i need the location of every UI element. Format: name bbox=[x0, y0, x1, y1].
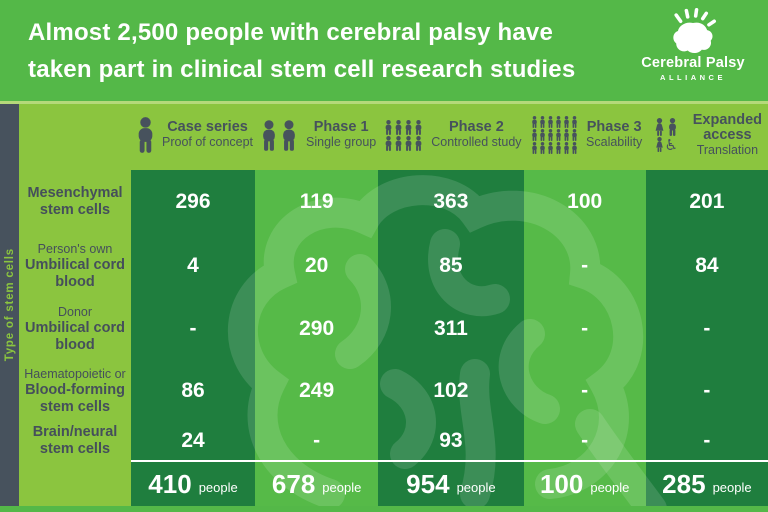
value-cell: - bbox=[523, 298, 646, 360]
column-subtitle: Proof of concept bbox=[162, 135, 254, 149]
totals-row-spacer bbox=[19, 460, 131, 506]
value-cell: - bbox=[255, 422, 379, 460]
value-cell: 24 bbox=[131, 422, 256, 460]
row-label-own-umbilical: Person's own Umbilical cord blood bbox=[25, 241, 125, 290]
logo-subname: ALLIANCE bbox=[660, 73, 726, 82]
column-title: Expanded access bbox=[692, 111, 763, 143]
value-cell: - bbox=[523, 422, 646, 460]
value-cell: 85 bbox=[378, 234, 524, 298]
row-axis-strip: Type of stem cells bbox=[0, 104, 19, 506]
column-title: Phase 2 bbox=[448, 119, 504, 135]
cerebral-palsy-alliance-logo: Cerebral Palsy ALLIANCE bbox=[632, 8, 754, 82]
one-person-icon bbox=[133, 117, 157, 153]
column-header-phase-3: Phase 3 Scalability bbox=[524, 104, 646, 170]
column-subtitle: Controlled study bbox=[431, 135, 522, 149]
value-cell: 4 bbox=[131, 234, 256, 298]
column-subtitle: Translation bbox=[696, 142, 759, 157]
value-cell: - bbox=[131, 298, 256, 360]
column-subtitle: Single group bbox=[306, 135, 377, 149]
child-icon bbox=[655, 137, 663, 152]
value-cell: - bbox=[645, 422, 768, 460]
value-cell: 201 bbox=[645, 170, 768, 234]
man-icon bbox=[668, 118, 676, 136]
people-grid-8-icon bbox=[380, 119, 426, 151]
column-title: Phase 3 bbox=[586, 119, 642, 135]
row-label-donor-umbilical: Donor Umbilical cord blood bbox=[25, 304, 125, 353]
column-title: Case series bbox=[167, 119, 248, 135]
column-header-case-series: Case series Proof of concept bbox=[131, 104, 255, 170]
value-cell: - bbox=[523, 360, 646, 422]
value-cell: 84 bbox=[645, 234, 768, 298]
diverse-people-icon: ♿ bbox=[648, 118, 684, 153]
value-cell: 20 bbox=[255, 234, 379, 298]
column-header-expanded-access: ♿ Expanded access Translation bbox=[646, 104, 768, 170]
table-area: Type of stem cells Case series Proof of … bbox=[0, 104, 768, 512]
header-divider bbox=[0, 101, 768, 104]
logo-name: Cerebral Palsy bbox=[641, 55, 745, 71]
title-line-1: Almost 2,500 people with cerebral palsy … bbox=[28, 18, 554, 46]
data-table: Case series Proof of concept Phase 1 Sin… bbox=[19, 104, 768, 506]
value-cell: 102 bbox=[378, 360, 524, 422]
wheelchair-icon: ♿ bbox=[664, 135, 678, 154]
total-cell: 410 people bbox=[131, 460, 256, 506]
total-cell: 100 people bbox=[523, 460, 646, 506]
total-cell: 678 people bbox=[255, 460, 379, 506]
title-line-2: taken part in clinical stem cell researc… bbox=[28, 55, 576, 83]
value-cell: - bbox=[645, 298, 768, 360]
total-cell: 285 people bbox=[645, 460, 768, 506]
header: Almost 2,500 people with cerebral palsy … bbox=[0, 0, 768, 101]
column-title: Phase 1 bbox=[313, 119, 369, 135]
page-title: Almost 2,500 people with cerebral palsy … bbox=[0, 14, 620, 88]
corner-cell bbox=[19, 104, 131, 170]
value-cell: 311 bbox=[378, 298, 524, 360]
value-cell: 290 bbox=[255, 298, 379, 360]
row-label-blood-forming: Haematopoietic or Blood-forming stem cel… bbox=[24, 366, 126, 415]
value-cell: 100 bbox=[523, 170, 646, 234]
value-cell: 249 bbox=[255, 360, 379, 422]
value-cell: 119 bbox=[255, 170, 379, 234]
people-grid-18-icon bbox=[527, 116, 581, 155]
row-label-mesenchymal: Mesenchymal stem cells bbox=[27, 185, 123, 218]
row-label-brain-neural: Brain/neural stem cells bbox=[32, 424, 118, 457]
value-cell: 86 bbox=[131, 360, 256, 422]
value-cell: - bbox=[523, 234, 646, 298]
value-cell: 363 bbox=[378, 170, 524, 234]
row-axis-label: Type of stem cells bbox=[3, 248, 16, 362]
total-cell: 954 people bbox=[378, 460, 524, 506]
value-cell: - bbox=[645, 360, 768, 422]
two-people-icon bbox=[257, 119, 301, 151]
woman-icon bbox=[655, 118, 664, 136]
column-header-phase-2: Phase 2 Controlled study bbox=[378, 104, 523, 170]
value-cell: 296 bbox=[131, 170, 256, 234]
column-subtitle: Scalability bbox=[586, 135, 643, 149]
handprint-australia-icon bbox=[673, 8, 716, 54]
footer-band bbox=[0, 506, 768, 512]
column-header-phase-1: Phase 1 Single group bbox=[255, 104, 378, 170]
value-cell: 93 bbox=[378, 422, 524, 460]
